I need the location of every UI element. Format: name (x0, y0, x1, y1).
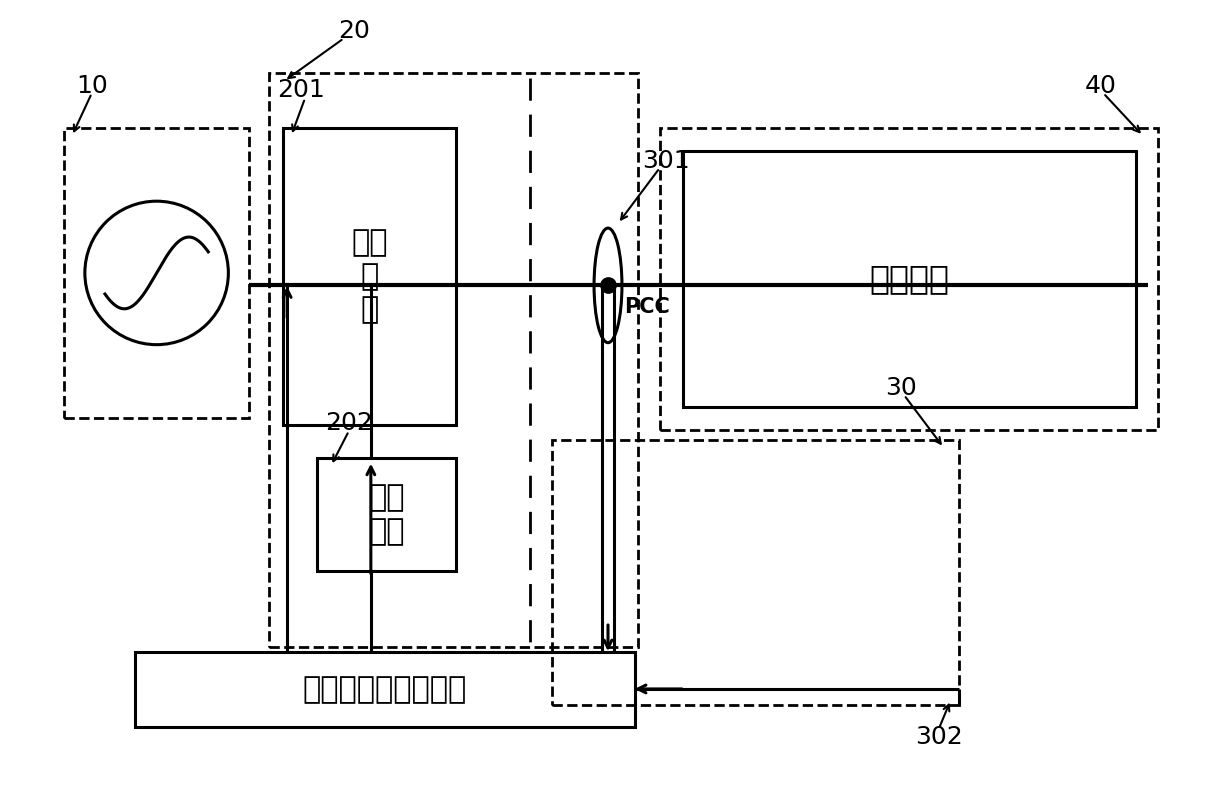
Bar (134, 652, 635, 727)
Text: 301: 301 (642, 149, 690, 173)
Text: 201: 201 (277, 78, 325, 102)
Bar (317, 458, 456, 571)
Text: 10: 10 (76, 74, 107, 98)
Bar (283, 128, 456, 425)
Bar (552, 440, 959, 705)
Bar (683, 151, 1136, 407)
Text: 并网设备: 并网设备 (869, 262, 950, 295)
Text: 电流
扰动: 电流 扰动 (368, 484, 405, 546)
Bar (269, 73, 638, 647)
Text: 40: 40 (1085, 74, 1117, 98)
Text: 302: 302 (915, 725, 963, 749)
Text: 扰动选择及阻抗计算: 扰动选择及阻抗计算 (302, 675, 467, 704)
Text: 电压
扰
动: 电压 扰 动 (351, 228, 388, 324)
Text: 30: 30 (885, 376, 917, 400)
Text: 202: 202 (325, 411, 373, 435)
Bar (63, 128, 249, 418)
Text: 20: 20 (338, 20, 369, 43)
Text: PCC: PCC (624, 298, 669, 317)
Bar (659, 128, 1158, 430)
